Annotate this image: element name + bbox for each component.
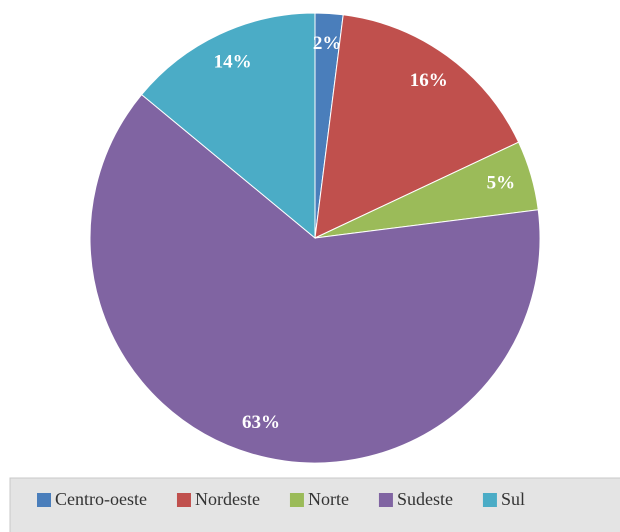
legend-swatch: [378, 493, 393, 507]
data-label: 2%: [313, 33, 342, 54]
legend-label: Sudeste: [397, 489, 453, 509]
legend-label: Centro-oeste: [55, 489, 147, 509]
legend-label: Norte: [308, 489, 349, 509]
legend-swatch: [37, 493, 51, 507]
legend-swatch: [289, 493, 304, 507]
legend-box: [9, 477, 620, 532]
pie-slice: [314, 14, 520, 239]
data-label: 63%: [242, 412, 280, 433]
pie-slice: [140, 12, 316, 240]
legend-swatch: [176, 493, 191, 507]
pie-slice: [89, 93, 541, 464]
data-label: 14%: [214, 51, 252, 72]
data-label: 5%: [487, 172, 516, 193]
legend-label: Nordeste: [195, 489, 260, 509]
legend-label: Sul: [501, 489, 525, 509]
legend-swatch: [482, 493, 497, 507]
data-label: 16%: [410, 70, 448, 91]
